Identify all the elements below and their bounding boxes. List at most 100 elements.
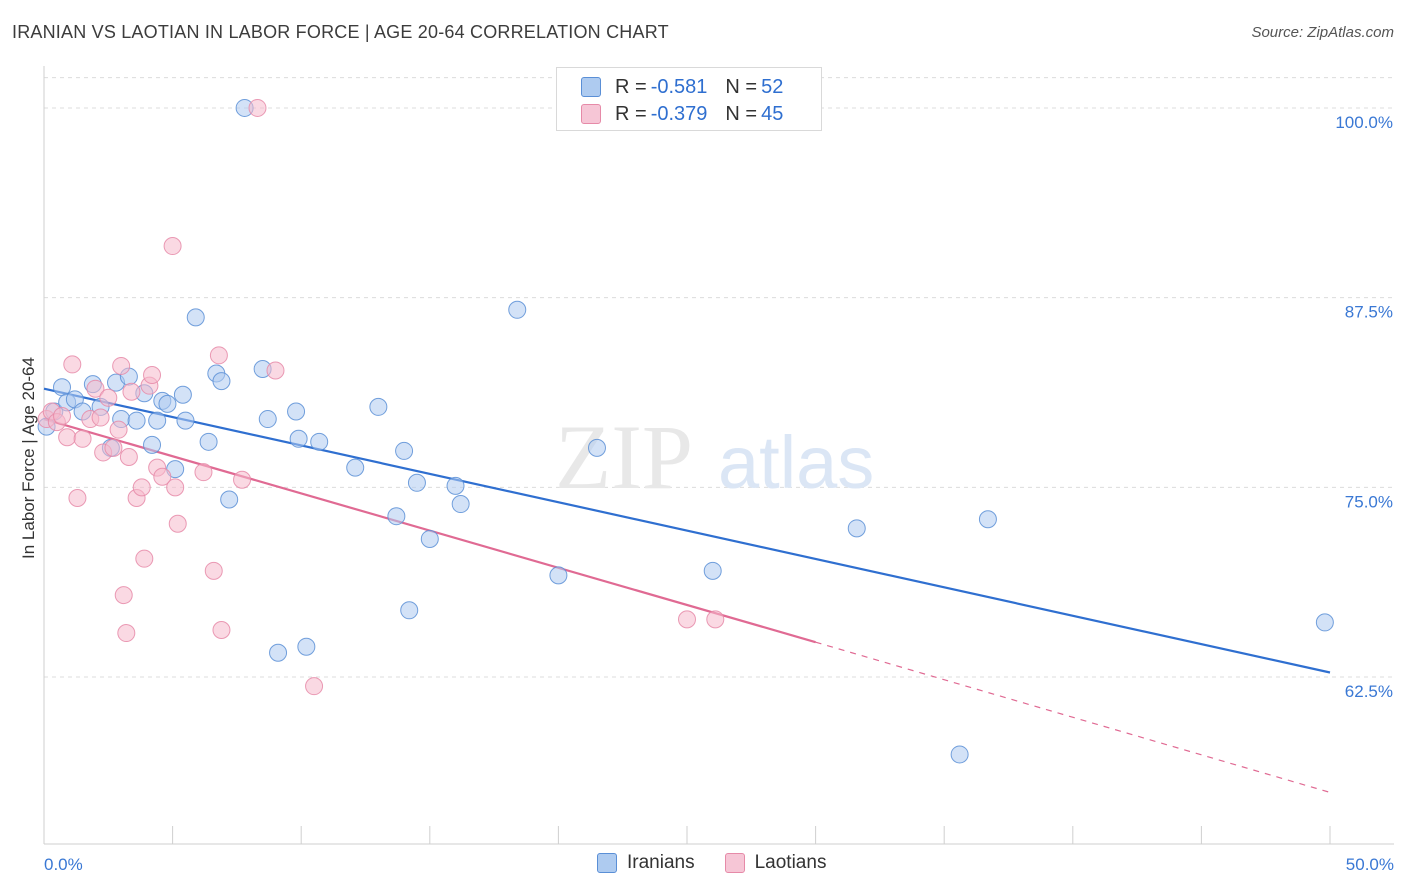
legend-row-iranians: R = -0.581 N = 52: [581, 74, 783, 100]
tick-labels: 62.5% 75.0% 87.5% 100.0% 0.0% 50.0%: [44, 113, 1394, 874]
iranian-point: [212, 372, 231, 391]
laotian-point: [112, 356, 131, 375]
laotian-point: [706, 610, 725, 629]
laotian-point: [68, 488, 87, 507]
y-tick-label: 75.0%: [1345, 492, 1393, 511]
iranian-point: [346, 458, 365, 477]
laotian-point: [86, 379, 105, 398]
laotian-point: [122, 382, 141, 401]
legend-item-iranians[interactable]: Iranians: [597, 852, 695, 874]
iranian-point: [400, 601, 419, 620]
y-axis-label: In Labor Force | Age 20-64: [19, 357, 38, 559]
y-tick-label: 87.5%: [1345, 303, 1393, 322]
laotian-point: [305, 677, 324, 696]
laotian-point: [104, 438, 123, 457]
iranian-point: [446, 476, 465, 495]
r-label: R =: [615, 102, 647, 125]
iranian-point: [1315, 613, 1334, 632]
iranian-point: [847, 519, 866, 538]
correlation-legend: R = -0.581 N = 52 R = -0.379 N = 45: [556, 67, 822, 131]
laotian-point: [119, 448, 138, 466]
axes: [43, 66, 1394, 845]
x-tick-label-max: 50.0%: [1346, 855, 1394, 874]
iranian-point: [587, 438, 606, 457]
iranian-point: [287, 402, 306, 421]
iranian-point: [369, 397, 388, 416]
laotian-point: [73, 429, 92, 448]
iranian-point: [220, 490, 239, 509]
laotians-swatch: [581, 104, 601, 124]
laotian-point: [233, 470, 252, 489]
laotian-point: [91, 408, 110, 427]
iranian-point: [173, 385, 192, 404]
n-label: N =: [725, 75, 758, 98]
iranian-point: [143, 435, 162, 454]
laotian-point: [212, 621, 231, 640]
laotian-point: [143, 366, 162, 385]
iranians-n-value: 52: [761, 75, 784, 98]
iranian-point: [258, 410, 277, 429]
laotian-point: [194, 463, 213, 482]
iranian-point: [289, 429, 308, 448]
watermark-atlas: atlas: [718, 421, 874, 504]
iranian-point: [950, 745, 969, 764]
n-label: N =: [725, 102, 758, 125]
iranian-point: [53, 378, 72, 397]
series-legend: Iranians Laotians: [597, 852, 856, 874]
iranian-point: [310, 432, 329, 451]
laotian-point: [58, 428, 77, 447]
laotian-point: [204, 561, 223, 580]
iranian-point: [176, 411, 195, 430]
iranians-legend-swatch: [597, 853, 617, 873]
iranians-swatch: [581, 77, 601, 97]
iranian-point: [451, 495, 470, 514]
gridlines: [44, 77, 1394, 678]
legend-item-laotians[interactable]: Laotians: [724, 852, 827, 874]
y-tick-label: 62.5%: [1345, 682, 1393, 701]
watermark-zip: ZIP: [555, 406, 693, 508]
legend-row-laotians: R = -0.379 N = 45: [581, 101, 783, 127]
iranian-point: [508, 300, 527, 319]
y-tick-label: 100.0%: [1335, 113, 1393, 132]
laotian-point: [117, 624, 136, 643]
laotians-r-value: -0.379: [650, 102, 708, 125]
laotian-point: [114, 586, 133, 605]
iranian-point: [127, 411, 146, 430]
iranian-point: [387, 507, 406, 526]
laotian-point: [266, 361, 285, 380]
iranian-point: [407, 473, 426, 492]
laotian-point: [248, 98, 267, 117]
laotian-point: [168, 514, 187, 533]
laotian-point: [109, 420, 128, 439]
laotians-legend-label: Laotians: [754, 852, 827, 873]
r-label: R =: [615, 75, 647, 98]
laotian-point: [63, 355, 82, 374]
iranian-point: [549, 566, 568, 585]
iranian-point: [158, 394, 177, 413]
iranian-point: [186, 308, 205, 327]
data-points: [37, 98, 1334, 764]
iranian-point: [395, 441, 414, 460]
laotian-point: [678, 610, 696, 629]
laotians-trend-line-extrapolated: [815, 641, 1331, 793]
laotian-point: [53, 407, 72, 426]
source-label: Source: ZipAtlas.com: [1251, 24, 1394, 41]
laotians-legend-swatch: [724, 853, 745, 873]
laotian-point: [135, 549, 154, 568]
chart-title: IRANIAN VS LAOTIAN IN LABOR FORCE | AGE …: [12, 22, 669, 42]
iranian-point: [978, 510, 997, 529]
iranian-point: [703, 561, 722, 580]
iranian-point: [297, 637, 316, 656]
laotian-point: [99, 388, 118, 407]
iranians-trend-line: [43, 387, 1331, 674]
laotian-point: [132, 478, 151, 497]
laotian-point: [209, 346, 228, 365]
iranians-r-value: -0.581: [650, 75, 708, 98]
laotian-point: [166, 478, 185, 497]
iranian-point: [199, 432, 218, 451]
iranians-legend-label: Iranians: [627, 852, 695, 873]
iranian-point: [420, 529, 439, 548]
iranian-point: [148, 411, 167, 430]
x-tick-label-min: 0.0%: [44, 855, 83, 874]
